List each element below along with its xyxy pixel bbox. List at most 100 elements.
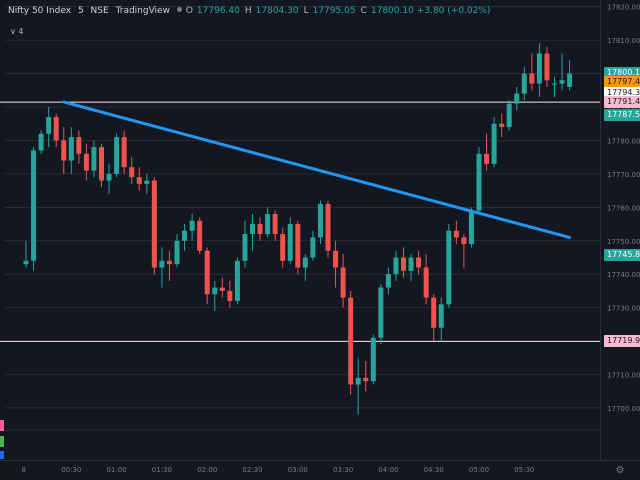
candle-body <box>106 173 112 181</box>
candle-body <box>378 287 384 338</box>
settings-icon[interactable]: ⚙ <box>616 465 625 476</box>
symbol-title[interactable]: Nifty 50 Index <box>8 6 72 16</box>
candle-body <box>76 137 82 154</box>
candle-body <box>370 337 376 382</box>
candle <box>378 284 384 345</box>
time-axis-bg <box>0 460 640 480</box>
trendline-line[interactable] <box>62 100 572 239</box>
candle-body <box>552 83 557 85</box>
left-tab-blue[interactable] <box>0 451 4 459</box>
candle <box>491 117 497 168</box>
candle <box>166 250 172 281</box>
candle <box>499 113 505 138</box>
candle-body <box>121 137 127 168</box>
candle-body <box>317 203 323 238</box>
candle <box>234 257 240 305</box>
candle <box>552 76 557 97</box>
candle-body <box>280 234 286 261</box>
candle-body <box>325 203 331 251</box>
candle <box>302 254 308 281</box>
candle <box>348 290 354 395</box>
candle <box>121 130 127 174</box>
candle-body <box>476 153 482 211</box>
candle-body <box>302 257 308 268</box>
candle <box>219 277 225 298</box>
candle <box>91 140 97 178</box>
price-tag: 17745.85 <box>604 248 640 261</box>
candle-body <box>227 290 233 301</box>
candle <box>544 46 550 87</box>
candle-body <box>38 133 44 151</box>
candle-body <box>166 260 172 265</box>
candle <box>385 267 391 295</box>
trendline[interactable] <box>62 100 572 239</box>
candle-body <box>438 304 444 328</box>
price-tag: 17794.30 <box>604 86 640 99</box>
candle-body <box>53 117 59 141</box>
x-tick-label: 00:30 <box>61 466 81 474</box>
left-tab-green[interactable] <box>0 436 4 447</box>
candle <box>370 334 376 385</box>
candle <box>136 167 142 191</box>
indicator-count: 4 <box>18 27 24 36</box>
candle-body <box>484 153 490 164</box>
candle <box>38 130 44 154</box>
interval-label[interactable]: 5 <box>77 6 84 16</box>
candle <box>212 280 218 311</box>
candle <box>431 294 437 342</box>
candle <box>174 234 180 268</box>
candle <box>325 200 331 258</box>
y-tick-label: 17710.00 <box>607 372 640 380</box>
candle <box>83 143 89 181</box>
candle-body <box>242 234 248 261</box>
candle-body <box>461 237 467 245</box>
candle-body <box>234 260 240 301</box>
candle-body <box>212 287 218 295</box>
candle-body <box>144 180 150 184</box>
x-tick-label: 05:30 <box>514 466 534 474</box>
x-tick-label: 8 <box>22 466 26 474</box>
candle-body <box>401 257 406 271</box>
candle-body <box>197 220 203 251</box>
candle-body <box>250 224 255 235</box>
candle-body <box>446 230 452 305</box>
price-tag: 17797.40 <box>604 76 640 89</box>
candle-body <box>385 274 391 288</box>
candle <box>529 53 535 91</box>
candle-body <box>151 180 157 268</box>
y-tick-label: 17770.00 <box>607 171 640 179</box>
candle <box>68 127 74 174</box>
y-tick-label: 17730.00 <box>607 305 640 313</box>
candle <box>182 224 188 251</box>
candle <box>46 107 52 148</box>
candle-body <box>408 257 414 271</box>
candle-body <box>340 267 346 298</box>
candle <box>242 220 248 268</box>
candle <box>446 224 452 308</box>
candle-body <box>159 260 165 268</box>
candle <box>506 100 512 131</box>
candle-body <box>182 230 188 241</box>
time-axis[interactable]: 8 00:30 01:00 01:30 02:00 02:30 03:00 03:30 04:0… <box>0 460 640 480</box>
candle-body <box>453 230 459 238</box>
candle <box>106 163 112 194</box>
candle-body <box>46 117 52 134</box>
left-tab-pink[interactable] <box>0 420 4 431</box>
price-tag: 17719.90 <box>604 335 640 348</box>
indicators-toggle[interactable]: ∨ 4 <box>10 27 24 36</box>
candle-body <box>83 153 89 171</box>
y-tick-label: 17780.00 <box>607 137 640 145</box>
candle <box>287 217 293 265</box>
candle-body <box>393 257 399 275</box>
candle-body <box>567 73 573 87</box>
candle-body <box>174 240 180 265</box>
candle <box>159 247 165 288</box>
candle <box>76 130 82 164</box>
x-tick-label: 04:00 <box>378 466 398 474</box>
candle <box>204 247 210 305</box>
horizontal-lines <box>0 101 600 342</box>
candles <box>23 43 573 415</box>
candle <box>333 240 339 288</box>
candle-body <box>529 73 535 84</box>
